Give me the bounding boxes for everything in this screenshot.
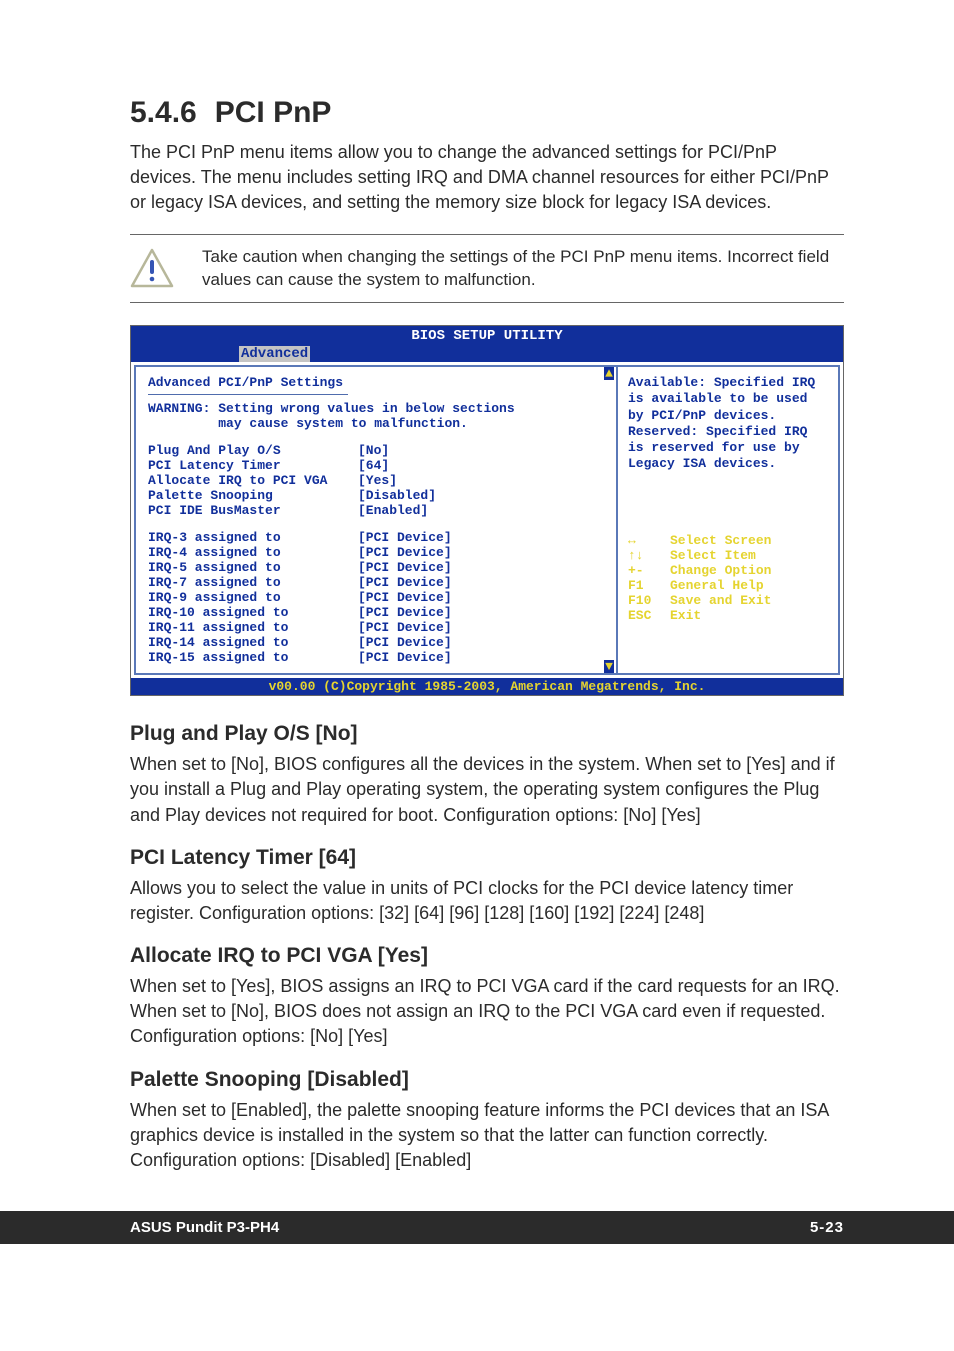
setting-value: [Disabled] xyxy=(358,488,436,503)
subsection-heading: Allocate IRQ to PCI VGA [Yes] xyxy=(130,944,844,968)
bios-setting-row[interactable]: PCI Latency Timer[64] xyxy=(148,458,608,473)
intro-paragraph: The PCI PnP menu items allow you to chan… xyxy=(130,140,844,216)
bios-titlebar: BIOS SETUP UTILITY xyxy=(131,326,843,346)
bios-setting-row[interactable]: Palette Snooping[Disabled] xyxy=(148,488,608,503)
setting-value: [PCI Device] xyxy=(358,545,452,560)
nav-key: +- xyxy=(628,563,670,578)
nav-text: General Help xyxy=(670,578,764,593)
setting-label: PCI Latency Timer xyxy=(148,458,358,473)
nav-key: ↑↓ xyxy=(628,548,670,563)
bios-irq-group: IRQ-3 assigned to[PCI Device] IRQ-4 assi… xyxy=(148,530,608,665)
caution-box: Take caution when changing the settings … xyxy=(130,234,844,304)
nav-key: F10 xyxy=(628,593,670,608)
setting-label: IRQ-11 assigned to xyxy=(148,620,358,635)
setting-value: [PCI Device] xyxy=(358,620,452,635)
bios-setting-row[interactable]: IRQ-15 assigned to[PCI Device] xyxy=(148,650,608,665)
bios-help-text: Available: Specified IRQ is available to… xyxy=(628,375,830,473)
warning-icon xyxy=(130,248,174,288)
setting-label: IRQ-9 assigned to xyxy=(148,590,358,605)
setting-value: [PCI Device] xyxy=(358,575,452,590)
bios-setting-row[interactable]: IRQ-5 assigned to[PCI Device] xyxy=(148,560,608,575)
bios-setting-row[interactable]: IRQ-10 assigned to[PCI Device] xyxy=(148,605,608,620)
setting-label: IRQ-15 assigned to xyxy=(148,650,358,665)
nav-text: Exit xyxy=(670,608,701,623)
setting-value: [PCI Device] xyxy=(358,530,452,545)
bios-nav: ↔Select Screen ↑↓Select Item +-Change Op… xyxy=(628,533,830,623)
setting-value: [Yes] xyxy=(358,473,397,488)
setting-value: [PCI Device] xyxy=(358,605,452,620)
setting-label: IRQ-14 assigned to xyxy=(148,635,358,650)
bios-right-panel: Available: Specified IRQ is available to… xyxy=(618,365,840,675)
bios-setting-row[interactable]: Allocate IRQ to PCI VGA[Yes] xyxy=(148,473,608,488)
section-number: 5.4.6 xyxy=(130,96,197,129)
bios-left-panel: ▲ Advanced PCI/PnP Settings WARNING: Set… xyxy=(134,365,618,675)
section-title: PCI PnP xyxy=(215,96,332,129)
nav-text: Select Screen xyxy=(670,533,771,548)
bios-warning-l1: WARNING: Setting wrong values in below s… xyxy=(148,401,608,416)
bios-setting-row[interactable]: IRQ-14 assigned to[PCI Device] xyxy=(148,635,608,650)
setting-label: Allocate IRQ to PCI VGA xyxy=(148,473,358,488)
setting-label: Plug And Play O/S xyxy=(148,443,358,458)
subsection-body: When set to [Yes], BIOS assigns an IRQ t… xyxy=(130,974,844,1050)
bios-nav-row: ↔Select Screen xyxy=(628,533,830,548)
setting-label: PCI IDE BusMaster xyxy=(148,503,358,518)
setting-value: [PCI Device] xyxy=(358,560,452,575)
bios-nav-row: ESCExit xyxy=(628,608,830,623)
subsection-body: When set to [No], BIOS configures all th… xyxy=(130,752,844,828)
setting-label: IRQ-5 assigned to xyxy=(148,560,358,575)
divider xyxy=(148,394,348,395)
bios-setting-row[interactable]: Plug And Play O/S[No] xyxy=(148,443,608,458)
setting-label: IRQ-3 assigned to xyxy=(148,530,358,545)
bios-setting-row[interactable]: IRQ-4 assigned to[PCI Device] xyxy=(148,545,608,560)
subsection-heading: Plug and Play O/S [No] xyxy=(130,722,844,746)
footer-left: ASUS Pundit P3-PH4 xyxy=(130,1219,279,1236)
bios-warning-l2: may cause system to malfunction. xyxy=(148,416,608,431)
nav-text: Change Option xyxy=(670,563,771,578)
bios-nav-row: +-Change Option xyxy=(628,563,830,578)
nav-key: ESC xyxy=(628,608,670,623)
bios-window: BIOS SETUP UTILITY Advanced ▲ Advanced P… xyxy=(130,325,844,696)
subsection-body: When set to [Enabled], the palette snoop… xyxy=(130,1098,844,1174)
bios-setting-row[interactable]: IRQ-3 assigned to[PCI Device] xyxy=(148,530,608,545)
setting-value: [64] xyxy=(358,458,389,473)
bios-footer: v00.00 (C)Copyright 1985-2003, American … xyxy=(131,678,843,695)
subsection-heading: Palette Snooping [Disabled] xyxy=(130,1068,844,1092)
bios-tab-advanced[interactable]: Advanced xyxy=(239,346,310,362)
bios-nav-row: ↑↓Select Item xyxy=(628,548,830,563)
bios-setting-row[interactable]: IRQ-11 assigned to[PCI Device] xyxy=(148,620,608,635)
nav-text: Save and Exit xyxy=(670,593,771,608)
bios-setting-row[interactable]: IRQ-7 assigned to[PCI Device] xyxy=(148,575,608,590)
setting-value: [No] xyxy=(358,443,389,458)
setting-value: [PCI Device] xyxy=(358,635,452,650)
bios-settings-group: Plug And Play O/S[No] PCI Latency Timer[… xyxy=(148,443,608,518)
caution-text: Take caution when changing the settings … xyxy=(202,245,844,293)
nav-text: Select Item xyxy=(670,548,756,563)
subsection-body: Allows you to select the value in units … xyxy=(130,876,844,926)
bios-setting-row[interactable]: PCI IDE BusMaster[Enabled] xyxy=(148,503,608,518)
nav-key: F1 xyxy=(628,578,670,593)
setting-label: IRQ-4 assigned to xyxy=(148,545,358,560)
bios-warning: WARNING: Setting wrong values in below s… xyxy=(148,401,608,431)
bios-left-heading: Advanced PCI/PnP Settings xyxy=(148,375,608,390)
footer-right: 5-23 xyxy=(810,1219,844,1236)
setting-value: [PCI Device] xyxy=(358,590,452,605)
bios-nav-row: F10Save and Exit xyxy=(628,593,830,608)
nav-key: ↔ xyxy=(628,533,670,548)
setting-value: [PCI Device] xyxy=(358,650,452,665)
section-heading: 5.4.6 PCI PnP xyxy=(130,96,844,130)
bios-setting-row[interactable]: IRQ-9 assigned to[PCI Device] xyxy=(148,590,608,605)
setting-label: IRQ-7 assigned to xyxy=(148,575,358,590)
setting-label: IRQ-10 assigned to xyxy=(148,605,358,620)
setting-value: [Enabled] xyxy=(358,503,428,518)
page-footer: ASUS Pundit P3-PH4 5-23 xyxy=(0,1211,954,1244)
bios-tabs: Advanced xyxy=(131,346,843,362)
setting-label: Palette Snooping xyxy=(148,488,358,503)
bios-nav-row: F1General Help xyxy=(628,578,830,593)
scroll-down-icon[interactable]: ▼ xyxy=(604,660,614,673)
subsection-heading: PCI Latency Timer [64] xyxy=(130,846,844,870)
scroll-up-icon[interactable]: ▲ xyxy=(604,367,614,380)
